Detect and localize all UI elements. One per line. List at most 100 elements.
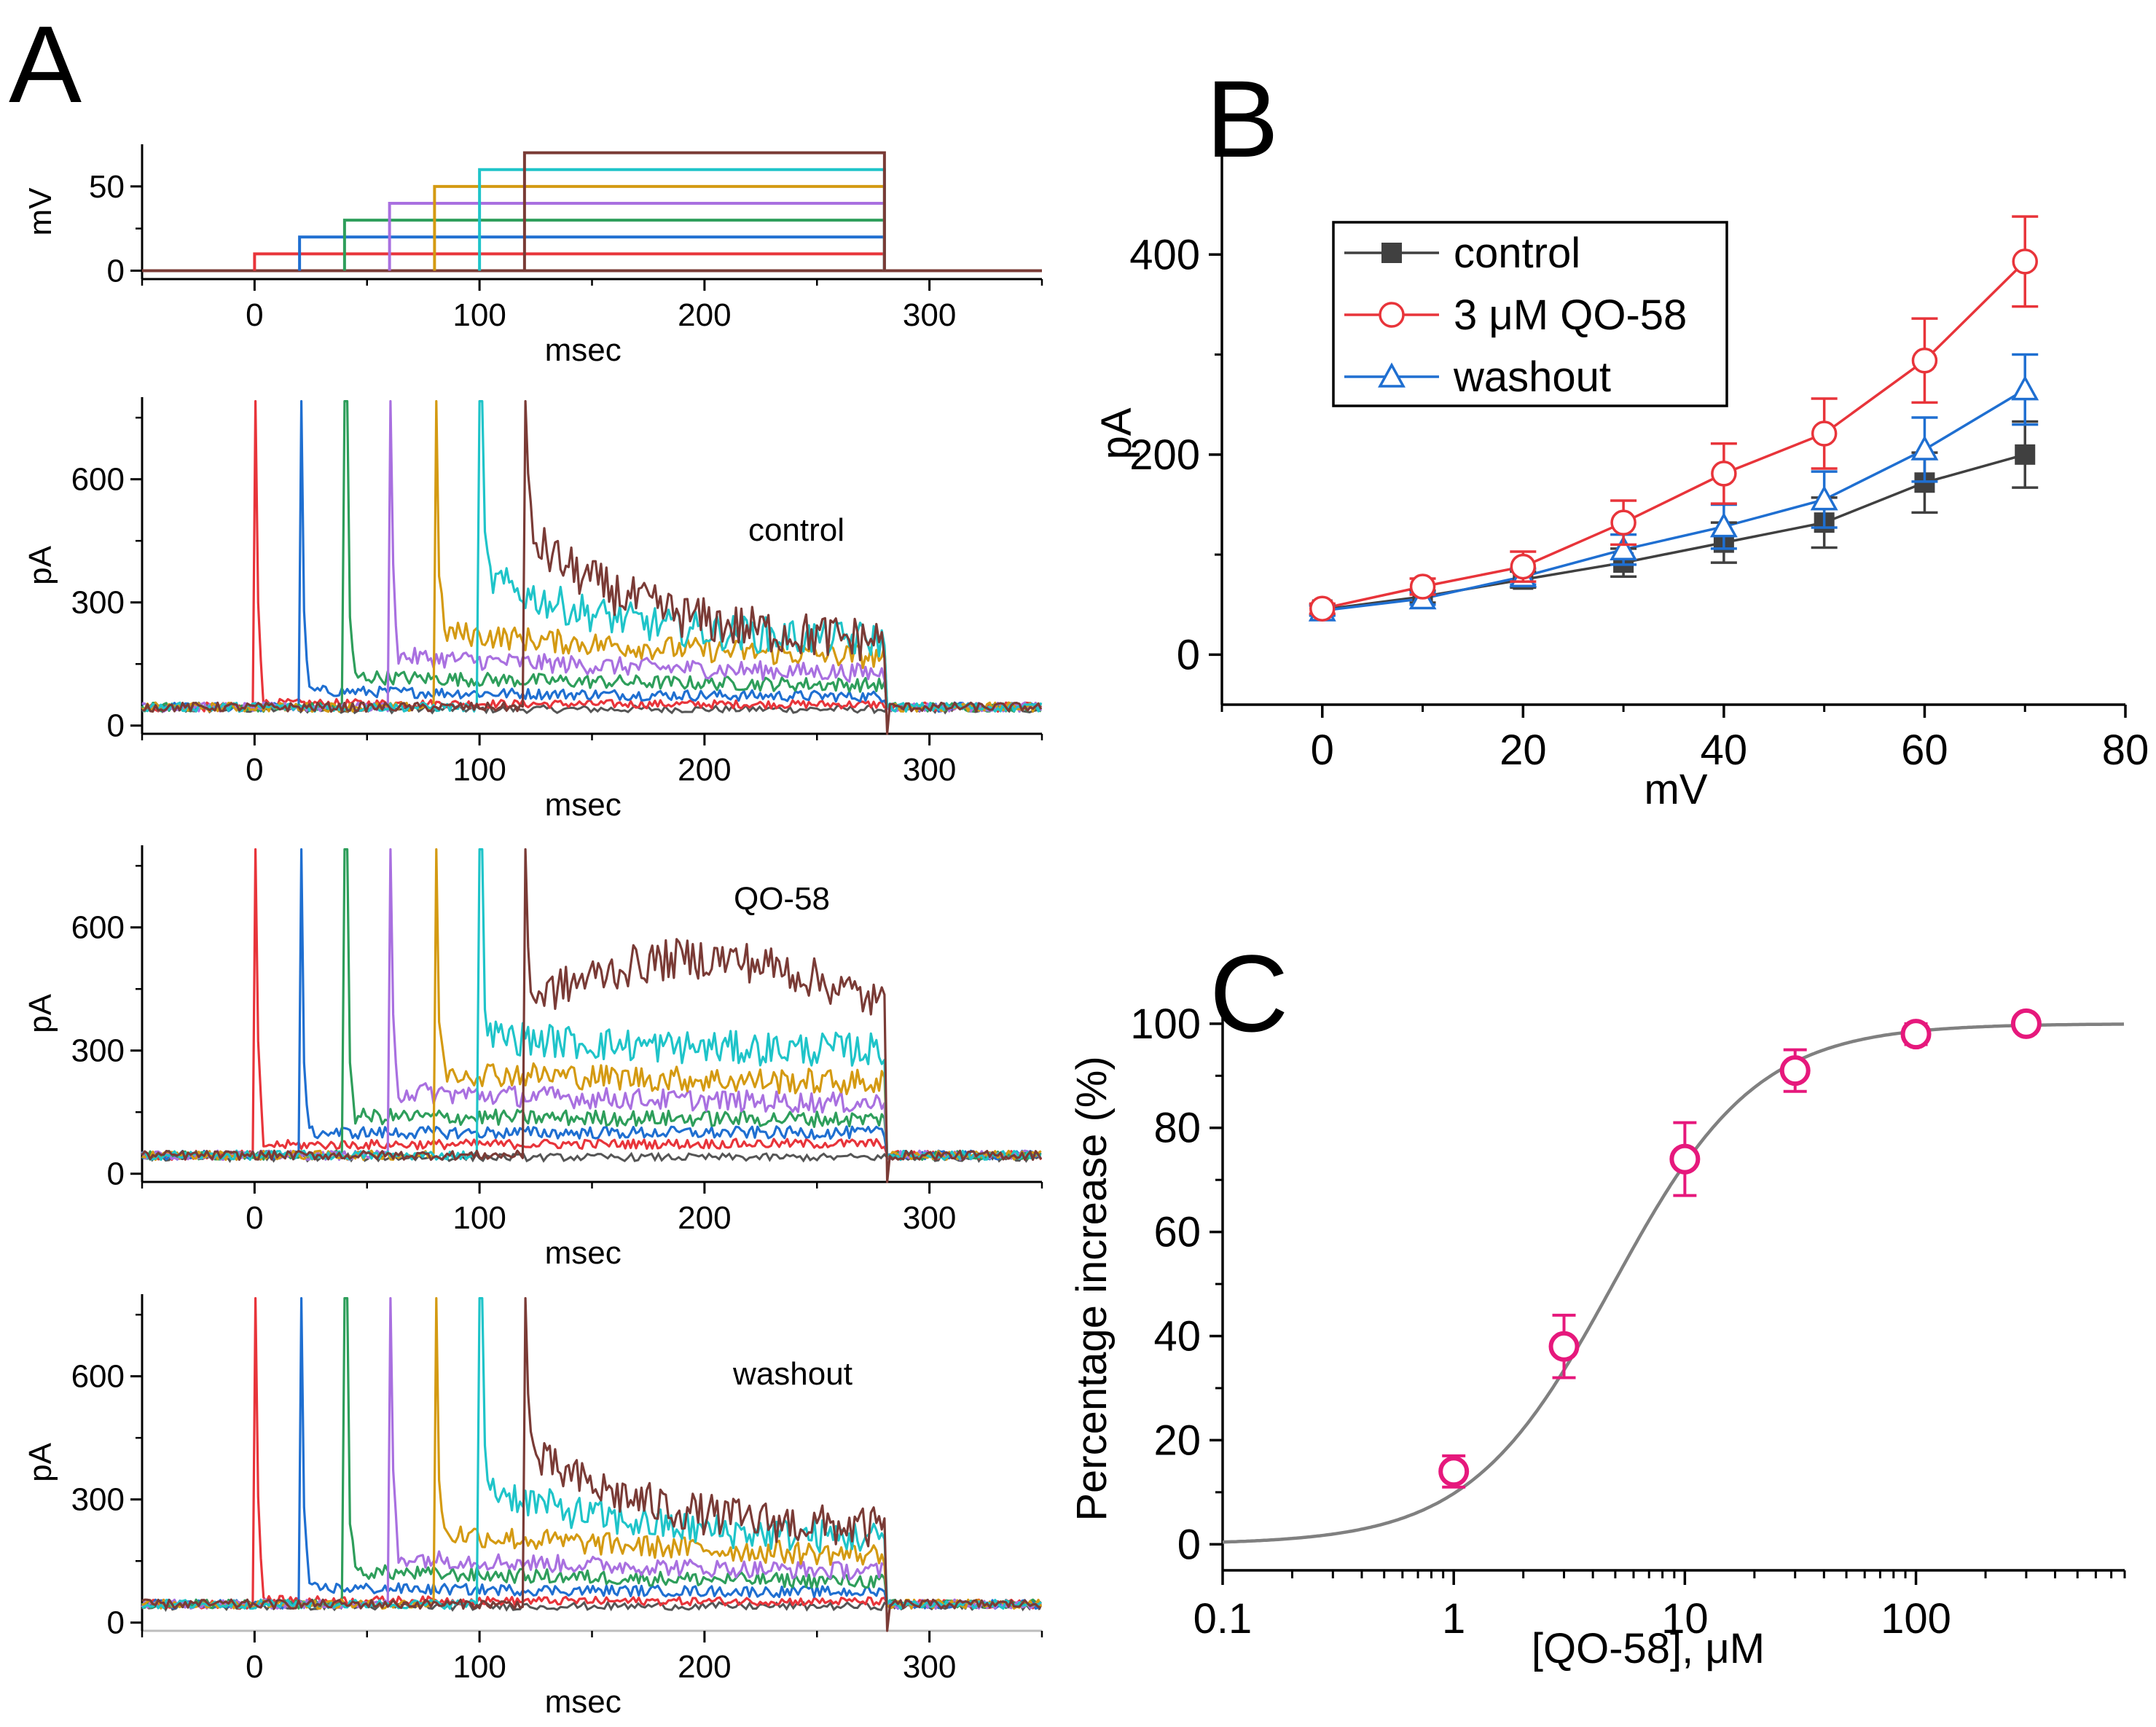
data-point-circle (1610, 509, 1636, 536)
x-tick-label: 100 (452, 752, 506, 788)
y-tick-label: 300 (71, 1033, 125, 1069)
legend-label-1: 3 μM QO-58 (1454, 291, 1687, 339)
data-point-circle (1911, 348, 1938, 374)
data-point-circle (1438, 1456, 1470, 1487)
y-tick-label: 0 (107, 708, 125, 744)
x-axis-label: mV (1645, 766, 1708, 813)
legend-marker-circle (1379, 302, 1405, 328)
panel-a-washout-traces: 0 100 200 300 0 300 600 msec pA washout (23, 1294, 1043, 1720)
y-tick-label: 600 (71, 1359, 125, 1395)
x-axis-label: msec (545, 787, 622, 823)
x-tick-label: 200 (678, 297, 731, 333)
y-tick-label: 0 (107, 1156, 125, 1192)
data-point-triangle (1810, 485, 1838, 511)
x-axis-label: msec (545, 1235, 622, 1271)
x-tick-label: 300 (903, 1200, 956, 1236)
y-tick-label: 0 (107, 253, 125, 289)
data-point-circle (1510, 553, 1537, 580)
x-tick-label: 200 (678, 1649, 731, 1685)
x-tick-label: 100 (452, 1200, 506, 1236)
y-tick-label: 600 (71, 462, 125, 498)
data-point-circle (1409, 573, 1436, 600)
data-point-triangle (1610, 535, 1638, 560)
current-trace-6 (141, 1297, 1042, 1610)
condition-label: QO-58 (734, 881, 830, 917)
panel-letter-C: C (1210, 932, 1288, 1054)
series-line-1 (1322, 260, 2026, 610)
panel-c-concentration-response-chart: 0.1 1 10 100 0 20 40 60 80 100 Percentage increase… (1068, 992, 2126, 1672)
data-point-circle (1669, 1143, 1701, 1175)
x-axis-label: [QO-58], μM (1532, 1625, 1765, 1672)
data-point-circle (1309, 595, 1336, 622)
legend: control 3 μM QO-58 washout (1332, 221, 1728, 407)
y-tick-label: 40 (1153, 1313, 1201, 1360)
y-tick-label: 0 (107, 1605, 125, 1641)
panel-b-iv-chart: 0 20 40 60 80 0 200 400 pA mV control 3 μM QO-58 was… (1093, 154, 2149, 813)
hill-fit-curve (1222, 1022, 2125, 1544)
x-tick-label: 100 (452, 1649, 506, 1685)
current-trace-7 (141, 400, 1043, 735)
panel-a-control-traces: 0 100 200 300 0 300 600 msec pA control (23, 397, 1043, 823)
data-point-circle (1711, 461, 1737, 487)
x-axis-label: msec (545, 332, 622, 368)
y-tick-label: 200 (1129, 431, 1200, 479)
x-tick-label: 10 (1661, 1595, 1709, 1642)
x-tick-label: 0.1 (1193, 1595, 1253, 1642)
y-tick-label: 0 (1177, 1521, 1201, 1568)
data-point-circle (1900, 1019, 1932, 1050)
x-tick-label: 100 (452, 297, 506, 333)
x-tick-label: 300 (903, 297, 956, 333)
x-tick-label: 0 (1311, 727, 1334, 774)
condition-label: washout (732, 1356, 852, 1392)
data-point-circle (1779, 1055, 1811, 1086)
y-axis-label: pA (23, 545, 58, 584)
y-axis-label: Percentage increase (%) (1068, 1056, 1116, 1521)
current-trace-7 (141, 848, 1043, 1183)
y-tick-label: 20 (1153, 1417, 1201, 1464)
panel-a-qo58-traces: 0 100 200 300 0 300 600 msec pA QO-58 (23, 845, 1043, 1271)
condition-label: control (748, 512, 844, 548)
data-point-circle (2012, 248, 2038, 275)
y-axis-label: mV (23, 187, 58, 236)
y-tick-label: 400 (1129, 231, 1200, 278)
y-tick-label: 60 (1153, 1209, 1201, 1256)
current-trace-7 (141, 1297, 1042, 1632)
data-point-triangle (1910, 435, 1939, 461)
data-point-circle (1548, 1331, 1580, 1362)
y-tick-label: 100 (1130, 1000, 1201, 1048)
y-tick-label: 300 (71, 1482, 125, 1518)
x-tick-label: 0 (246, 752, 263, 788)
voltage-step-70mv (522, 151, 886, 271)
x-tick-label: 0 (246, 1649, 263, 1685)
x-axis-label: msec (545, 1684, 622, 1720)
legend-marker-square (1381, 243, 1402, 263)
panel-letter-A: A (9, 3, 82, 125)
data-point-circle (1811, 420, 1838, 447)
y-tick-label: 80 (1153, 1105, 1201, 1152)
legend-marker-triangle (1378, 362, 1406, 388)
data-point-triangle (1709, 512, 1738, 538)
x-tick-label: 20 (1500, 727, 1547, 774)
y-axis-label: pA (23, 1442, 58, 1481)
x-tick-label: 60 (1901, 727, 1948, 774)
series-line-2 (1322, 388, 2026, 612)
x-tick-label: 100 (1881, 1595, 1951, 1642)
x-tick-label: 0 (246, 297, 263, 333)
y-tick-label: 0 (1177, 631, 1200, 678)
x-tick-label: 200 (678, 752, 731, 788)
x-tick-label: 0 (246, 1200, 263, 1236)
x-tick-label: 300 (903, 1649, 956, 1685)
y-tick-label: 600 (71, 910, 125, 946)
y-tick-label: 300 (71, 585, 125, 621)
legend-label-0: control (1454, 230, 1580, 277)
legend-label-2: washout (1453, 353, 1611, 401)
y-axis-label: pA (23, 993, 58, 1033)
y-tick-label: 50 (89, 169, 125, 205)
data-point-circle (2010, 1008, 2042, 1039)
x-tick-label: 300 (903, 752, 956, 788)
current-trace-6 (141, 400, 1043, 713)
data-point-square (2015, 444, 2036, 465)
x-tick-label: 1 (1442, 1595, 1465, 1642)
